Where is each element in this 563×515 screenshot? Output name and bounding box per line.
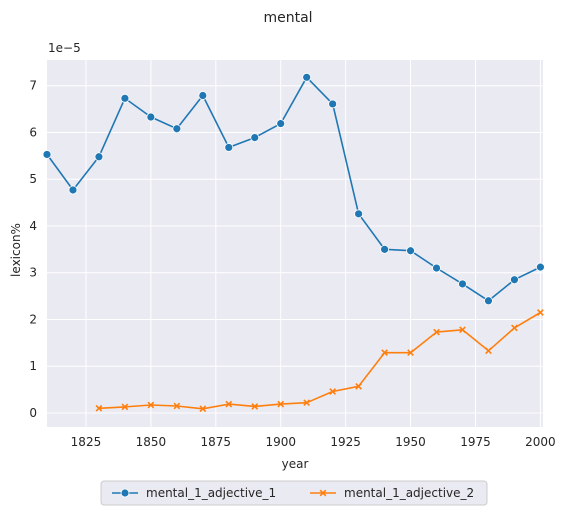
data-point bbox=[173, 125, 181, 133]
y-tick-label: 6 bbox=[29, 125, 37, 139]
x-tick-label: 1875 bbox=[201, 435, 232, 449]
x-tick-label: 1975 bbox=[460, 435, 491, 449]
y-tick-label: 7 bbox=[29, 79, 37, 93]
data-point bbox=[329, 100, 337, 108]
y-tick-label: 1 bbox=[29, 359, 37, 373]
data-point bbox=[510, 276, 518, 284]
y-tick-label: 2 bbox=[29, 312, 37, 326]
x-tick-label: 1900 bbox=[265, 435, 296, 449]
data-point bbox=[43, 150, 51, 158]
data-point bbox=[407, 247, 415, 255]
legend-label: mental_1_adjective_1 bbox=[146, 486, 276, 500]
y-offset-label: 1e−5 bbox=[48, 41, 81, 55]
y-tick-label: 5 bbox=[29, 172, 37, 186]
data-point bbox=[277, 120, 285, 128]
y-tick-label: 0 bbox=[29, 406, 37, 420]
y-tick-labels: 0 1 2 3 4 5 6 7 bbox=[29, 79, 37, 420]
data-point bbox=[536, 263, 544, 271]
data-point bbox=[433, 264, 441, 272]
data-point bbox=[303, 73, 311, 81]
plot-area bbox=[47, 60, 543, 427]
y-axis-label: lexicon% bbox=[9, 223, 23, 277]
data-point bbox=[95, 153, 103, 161]
x-tick-labels: 1825 1850 1875 1900 1925 1950 1975 2000 bbox=[71, 435, 556, 449]
x-axis-label: year bbox=[282, 457, 309, 471]
data-point bbox=[484, 297, 492, 305]
data-point bbox=[381, 245, 389, 253]
data-point bbox=[121, 489, 129, 497]
data-point bbox=[69, 186, 77, 194]
legend: mental_1_adjective_1 mental_1_adjective_2 bbox=[101, 481, 487, 505]
data-point bbox=[225, 143, 233, 151]
data-point bbox=[199, 92, 207, 100]
y-tick-label: 4 bbox=[29, 219, 37, 233]
data-point bbox=[355, 210, 363, 218]
x-tick-label: 1825 bbox=[71, 435, 102, 449]
data-point bbox=[121, 94, 129, 102]
x-tick-label: 2000 bbox=[525, 435, 556, 449]
y-tick-label: 3 bbox=[29, 266, 37, 280]
legend-label: mental_1_adjective_2 bbox=[344, 486, 474, 500]
x-tick-label: 1925 bbox=[330, 435, 361, 449]
data-point bbox=[147, 113, 155, 121]
data-point bbox=[251, 134, 259, 142]
x-tick-label: 1950 bbox=[395, 435, 426, 449]
x-tick-label: 1850 bbox=[136, 435, 167, 449]
data-point bbox=[458, 280, 466, 288]
chart-title: mental bbox=[263, 10, 312, 26]
